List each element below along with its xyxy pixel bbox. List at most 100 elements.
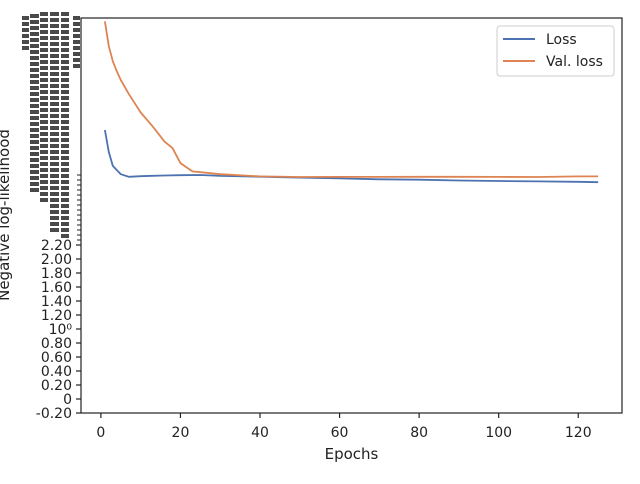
overlapping-label-glyph (30, 128, 39, 132)
overlapping-label-glyph (61, 72, 69, 76)
overlapping-label-glyph (40, 180, 48, 184)
overlapping-label-glyph (61, 18, 69, 22)
overlapping-label-glyph (50, 156, 59, 160)
overlapping-label-glyph (61, 12, 69, 16)
overlapping-label-glyph (40, 90, 48, 94)
overlapping-label-glyph (30, 98, 39, 102)
overlapping-label-glyph (50, 102, 59, 106)
overlapping-label-glyph (61, 42, 69, 46)
overlapping-label-glyph (40, 54, 48, 58)
plot-frame (80, 17, 623, 414)
overlapping-label-glyph (30, 44, 39, 48)
overlapping-label-glyph (50, 162, 59, 166)
overlapping-label-glyph (61, 186, 69, 190)
overlapping-label-glyph (40, 12, 48, 16)
overlapping-label-glyph (40, 78, 48, 82)
overlapping-label-glyph (22, 34, 29, 38)
overlapping-label-glyph (30, 188, 39, 192)
overlapping-label-glyph (50, 204, 59, 208)
overlapping-label-glyph (61, 54, 69, 58)
overlapping-label-glyph (50, 48, 59, 52)
overlapping-label-glyph (50, 180, 59, 184)
overlapping-label-glyph (50, 144, 59, 148)
y-tick-label: 10⁰ (49, 322, 73, 338)
overlapping-label-glyph (61, 198, 69, 202)
overlapping-label-glyph (50, 90, 59, 94)
overlapping-label-glyph (30, 14, 39, 18)
legend-label: Loss (546, 32, 577, 48)
overlapping-label-glyph (61, 168, 69, 172)
overlapping-label-glyph (73, 64, 80, 68)
overlapping-label-glyph (50, 168, 59, 172)
overlapping-label-glyph (40, 162, 48, 166)
series-layer (104, 21, 599, 184)
overlapping-label-glyph (61, 126, 69, 130)
overlapping-label-glyph (40, 102, 48, 106)
overlapping-label-glyph (40, 144, 48, 148)
overlapping-label-glyph (50, 132, 59, 136)
overlapping-label-glyph (40, 24, 48, 28)
overlapping-label-glyph (22, 22, 29, 26)
overlapping-label-glyph (40, 36, 48, 40)
overlapping-label-glyph (50, 120, 59, 124)
overlapping-label-glyph (50, 18, 59, 22)
overlapping-label-glyph (50, 42, 59, 46)
overlapping-label-glyph (40, 174, 48, 178)
overlapping-label-glyph (40, 132, 48, 136)
overlapping-label-glyph (61, 36, 69, 40)
overlapping-label-glyph (30, 74, 39, 78)
overlapping-label-glyph (61, 162, 69, 166)
overlapping-label-glyph (40, 114, 48, 118)
overlapping-label-glyph (40, 96, 48, 100)
overlapping-label-glyph (30, 104, 39, 108)
x-tick-label: 0 (96, 425, 105, 441)
overlapping-label-glyph (50, 66, 59, 70)
overlapping-label-glyph (30, 134, 39, 138)
overlapping-label-glyph (61, 192, 69, 196)
x-tick-label: 100 (485, 425, 512, 441)
overlapping-label-glyph (30, 32, 39, 36)
overlapping-label-glyph (73, 34, 80, 38)
overlapping-label-glyph (73, 58, 80, 62)
overlapping-label-glyph (40, 192, 48, 196)
overlapping-label-glyph (40, 30, 48, 34)
overlapping-label-glyph (50, 138, 59, 142)
overlapping-label-glyph (73, 16, 80, 20)
overlapping-label-glyph (61, 24, 69, 28)
overlapping-label-glyph (61, 150, 69, 154)
overlapping-label-glyph (30, 122, 39, 126)
overlapping-label-glyph (30, 152, 39, 156)
overlapping-label-glyph (40, 168, 48, 172)
overlapping-label-glyph (61, 48, 69, 52)
y-tick-label: 0.40 (41, 364, 72, 380)
overlapping-label-glyph (50, 216, 59, 220)
overlapping-label-glyph (30, 164, 39, 168)
overlapping-label-glyph (50, 30, 59, 34)
overlapping-label-glyph (30, 68, 39, 72)
overlapping-label-glyph (61, 96, 69, 100)
overlapping-label-glyph (30, 62, 39, 66)
overlapping-label-glyph (22, 16, 29, 20)
overlapping-label-glyph (40, 84, 48, 88)
overlapping-label-glyph (40, 150, 48, 154)
overlapping-label-glyph (40, 18, 48, 22)
overlapping-y-tick-labels (22, 12, 80, 238)
overlapping-label-glyph (50, 210, 59, 214)
overlapping-label-glyph (50, 12, 59, 16)
overlapping-label-glyph (61, 120, 69, 124)
overlapping-label-glyph (40, 126, 48, 130)
overlapping-label-glyph (73, 46, 80, 50)
overlapping-label-glyph (61, 102, 69, 106)
x-tick-label: 40 (251, 425, 269, 441)
overlapping-label-glyph (61, 234, 69, 238)
overlapping-label-glyph (40, 186, 48, 190)
overlapping-label-glyph (40, 48, 48, 52)
overlapping-label-glyph (30, 158, 39, 162)
legend: Loss Val. loss (496, 25, 615, 77)
overlapping-label-glyph (30, 80, 39, 84)
overlapping-label-glyph (50, 192, 59, 196)
overlapping-label-glyph (50, 72, 59, 76)
overlapping-label-glyph (50, 186, 59, 190)
series-line-loss (104, 129, 599, 184)
